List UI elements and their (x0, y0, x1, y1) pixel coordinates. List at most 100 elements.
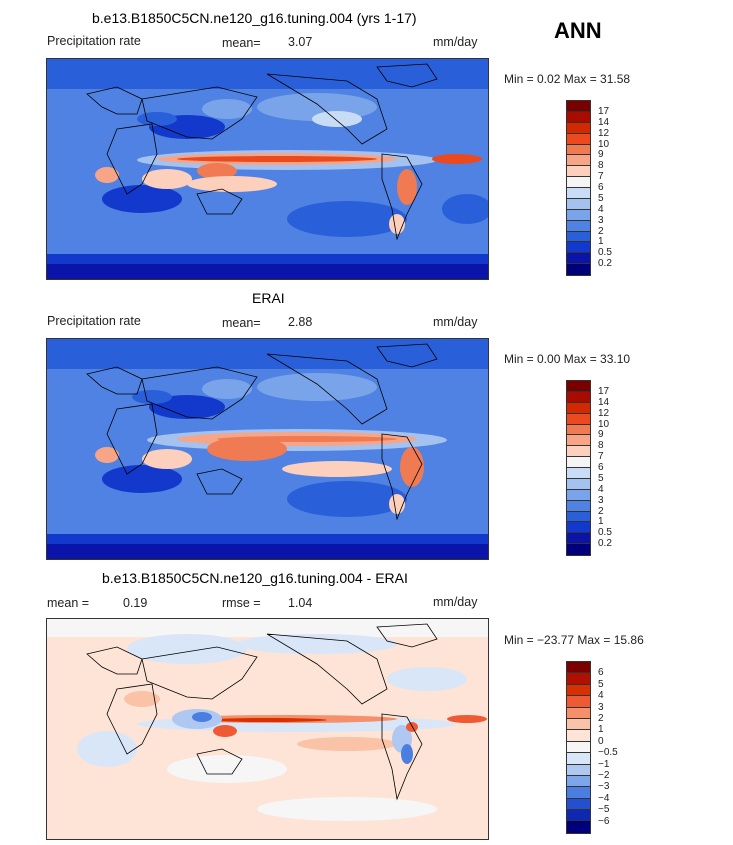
colorbar-tick-label: 5 (598, 192, 604, 204)
colorbar-swatch (567, 730, 590, 742)
colorbar-tick-label: 17 (598, 105, 610, 117)
colorbar-swatch (567, 209, 590, 221)
colorbar-tick-label: 6 (598, 462, 604, 473)
panel2-mean-value: 2.88 (288, 315, 313, 329)
colorbar-tick-label: 3 (598, 494, 604, 506)
colorbar-swatch (567, 718, 590, 731)
colorbar-tick-label: 4 (598, 483, 604, 495)
panel1-min-max: Min = 0.02 Max = 31.58 (504, 72, 631, 86)
colorbar-tick-label: −1 (598, 758, 610, 770)
colorbar-swatch (567, 122, 590, 134)
colorbar-swatch (567, 413, 590, 425)
panel2-map-svg (47, 339, 488, 559)
colorbar-tick-label: 1 (598, 236, 604, 248)
colorbar-swatch (567, 242, 590, 254)
colorbar-tick-label: 0.5 (598, 527, 612, 539)
panel3-units: mm/day (433, 595, 478, 609)
panel2-colorbar-ticks: 17 14 12 10 9 8 7 6 5 4 3 2 1 0.5 0.2 (598, 380, 628, 556)
panel1-units: mm/day (433, 35, 478, 49)
colorbar-swatch (567, 133, 590, 145)
panel3-colorbar (566, 661, 591, 834)
colorbar-swatch (567, 787, 590, 799)
colorbar-tick-label: −5 (598, 804, 610, 816)
colorbar-tick-label: 1 (598, 516, 604, 528)
colorbar-tick-label: 0.2 (598, 538, 612, 550)
panel1-title: b.e13.B1850C5CN.ne120_g16.tuning.004 (yr… (92, 10, 417, 26)
panel3-rmse-value: 1.04 (288, 596, 313, 610)
colorbar-swatch (567, 101, 590, 112)
colorbar-tick-label: 0 (598, 735, 604, 747)
colorbar-tick-label: 3 (598, 701, 604, 713)
colorbar-tick-label: 8 (598, 160, 604, 172)
colorbar-tick-label: 6 (598, 182, 604, 193)
colorbar-swatch (567, 753, 590, 765)
panel1-mean-label: mean= (222, 36, 261, 50)
panel2-variable-label: Precipitation rate (47, 314, 141, 328)
panel2-colorbar (566, 380, 591, 556)
colorbar-swatch (567, 764, 590, 776)
colorbar-swatch (567, 478, 590, 490)
colorbar-swatch (567, 775, 590, 788)
panel2-units: mm/day (433, 315, 478, 329)
colorbar-tick-label: 2 (598, 225, 604, 237)
colorbar-swatch (567, 798, 590, 811)
panel1-mean-value: 3.07 (288, 35, 313, 49)
panel2-map (46, 338, 489, 560)
colorbar-tick-label: 10 (598, 138, 610, 150)
colorbar-tick-label: −3 (598, 781, 610, 793)
colorbar-tick-label: 3 (598, 214, 604, 226)
colorbar-swatch (567, 144, 590, 156)
colorbar-tick-label: 17 (598, 385, 610, 397)
panel3-mean-value: 0.19 (123, 596, 148, 610)
panel2-title: ERAI (252, 290, 285, 306)
colorbar-tick-label: 1 (598, 724, 604, 736)
colorbar-swatch (567, 231, 590, 243)
colorbar-swatch (567, 188, 590, 199)
colorbar-swatch (567, 544, 590, 555)
colorbar-swatch (567, 489, 590, 501)
colorbar-tick-label: 2 (598, 505, 604, 517)
colorbar-swatch (567, 391, 590, 403)
colorbar-tick-label: 4 (598, 690, 604, 702)
colorbar-tick-label: 12 (598, 407, 610, 419)
colorbar-tick-label: 7 (598, 171, 604, 183)
panel3-title: b.e13.B1850C5CN.ne120_g16.tuning.004 - E… (102, 570, 408, 586)
colorbar-tick-label: 5 (598, 472, 604, 484)
colorbar-tick-label: 5 (598, 678, 604, 690)
colorbar-swatch (567, 810, 590, 822)
colorbar-swatch (567, 111, 590, 123)
colorbar-swatch (567, 198, 590, 210)
colorbar-tick-label: 2 (598, 713, 604, 724)
colorbar-swatch (567, 511, 590, 523)
panel3-colorbar-ticks: 6 5 4 3 2 1 0 −0.5 −1 −2 −3 −4 −5 −6 (598, 661, 628, 834)
colorbar-swatch (567, 435, 590, 447)
colorbar-tick-label: 14 (598, 396, 610, 408)
colorbar-swatch (567, 253, 590, 265)
colorbar-tick-label: −0.5 (598, 747, 618, 759)
colorbar-swatch (567, 424, 590, 436)
panel3-map (46, 618, 489, 840)
colorbar-swatch (567, 707, 590, 719)
panel2-mean-label: mean= (222, 316, 261, 330)
colorbar-tick-label: 14 (598, 116, 610, 128)
colorbar-tick-label: 9 (598, 429, 604, 441)
colorbar-tick-label: −4 (598, 792, 610, 804)
colorbar-swatch (567, 741, 590, 754)
panel1-variable-label: Precipitation rate (47, 34, 141, 48)
colorbar-tick-label: 10 (598, 418, 610, 430)
colorbar-swatch (567, 155, 590, 167)
colorbar-swatch (567, 381, 590, 392)
colorbar-tick-label: −6 (598, 815, 610, 827)
colorbar-tick-label: 4 (598, 203, 604, 215)
colorbar-swatch (567, 696, 590, 708)
colorbar-swatch (567, 220, 590, 232)
colorbar-tick-label: 12 (598, 127, 610, 139)
colorbar-swatch (567, 264, 590, 275)
panel3-min-max: Min = −23.77 Max = 15.86 (504, 633, 644, 647)
colorbar-swatch (567, 821, 590, 833)
season-label: ANN (554, 18, 602, 43)
panel1-map-svg (47, 59, 488, 279)
panel1-map (46, 58, 489, 280)
colorbar-swatch (567, 533, 590, 545)
colorbar-swatch (567, 457, 590, 468)
